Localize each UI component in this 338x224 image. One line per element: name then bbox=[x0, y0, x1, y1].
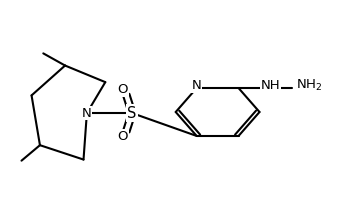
Text: NH: NH bbox=[261, 79, 280, 92]
Text: O: O bbox=[118, 130, 128, 143]
Text: NH$_2$: NH$_2$ bbox=[295, 78, 322, 93]
Text: O: O bbox=[118, 83, 128, 96]
Text: N: N bbox=[192, 79, 201, 92]
Text: S: S bbox=[127, 106, 137, 121]
Text: N: N bbox=[82, 107, 92, 120]
